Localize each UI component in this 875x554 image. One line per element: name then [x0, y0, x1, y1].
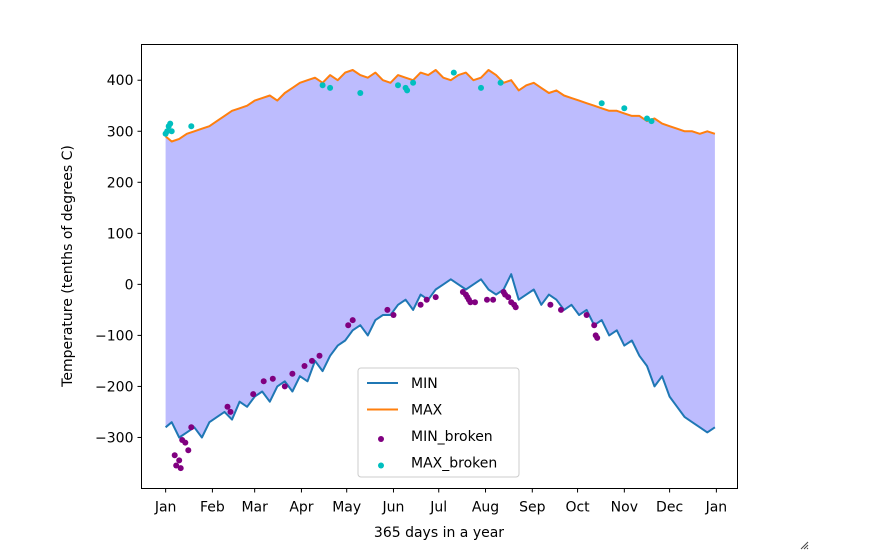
data-point — [390, 312, 397, 318]
y-tick-label: −200 — [95, 379, 133, 395]
x-tick-label: Jan — [705, 500, 728, 516]
x-tick-label: Mar — [241, 500, 268, 516]
x-tick-label: Apr — [289, 500, 313, 516]
data-point — [176, 457, 183, 464]
data-point — [384, 306, 391, 313]
data-point — [349, 317, 356, 324]
series-line-min — [164, 273, 716, 439]
data-point — [250, 391, 257, 398]
data-point — [177, 465, 184, 472]
data-point — [345, 322, 352, 329]
data-point — [583, 312, 590, 318]
legend-label: MAX — [411, 403, 443, 419]
data-point — [289, 370, 296, 377]
data-point — [594, 334, 601, 341]
x-tick-label: Aug — [472, 500, 499, 516]
data-point — [417, 301, 424, 308]
x-tick-label: Jun — [382, 500, 405, 516]
axes-frame — [141, 44, 738, 489]
x-tick-label: Nov — [611, 500, 638, 516]
data-point — [227, 408, 234, 415]
y-tick-label: 400 — [107, 73, 134, 89]
data-point — [316, 352, 323, 359]
legend-item: MIN_broken — [378, 429, 493, 445]
y-tick-label: 200 — [107, 175, 134, 191]
data-point — [171, 452, 178, 459]
legend-label: MAX_broken — [411, 456, 497, 472]
legend-box — [357, 367, 520, 478]
data-point — [490, 296, 497, 303]
data-point — [512, 304, 519, 311]
plot-area — [162, 69, 716, 472]
data-point — [404, 87, 411, 94]
series-line-max — [164, 69, 716, 143]
data-point — [547, 301, 554, 308]
data-point — [182, 439, 189, 446]
data-point — [167, 120, 174, 127]
data-point — [478, 84, 484, 91]
data-point — [423, 296, 430, 303]
data-point — [281, 383, 288, 390]
data-point — [188, 123, 195, 130]
data-point — [185, 447, 192, 454]
data-point — [598, 100, 605, 107]
x-tick-label: Jan — [154, 500, 177, 516]
x-tick-label: Oct — [565, 500, 590, 516]
data-point — [224, 403, 231, 410]
data-point — [497, 79, 504, 86]
x-tick-label: Jul — [429, 500, 447, 516]
data-point — [432, 294, 439, 301]
data-point — [309, 357, 315, 364]
y-axis-ticks: −300 −200 −100 0 100 200 300 400 — [95, 73, 142, 446]
data-point — [168, 128, 175, 135]
legend-swatch — [378, 436, 384, 442]
data-point — [467, 299, 474, 306]
y-tick-label: 100 — [107, 226, 134, 242]
legend-label: MIN_broken — [411, 429, 493, 445]
data-point — [173, 462, 180, 469]
scatter-series-max-broken — [162, 69, 655, 137]
data-point — [410, 79, 417, 86]
fill-between-area — [165, 70, 715, 438]
scatter-series-min-broken — [171, 289, 601, 472]
data-point — [260, 378, 267, 385]
data-point — [648, 118, 655, 125]
y-axis-label: Temperature (tenths of degrees C) — [60, 145, 76, 388]
y-tick-label: 300 — [107, 124, 134, 140]
data-point — [591, 322, 598, 329]
legend-item: MAX_broken — [378, 456, 497, 472]
window-resize-grip-icon[interactable] — [799, 535, 809, 550]
x-tick-label: Sep — [519, 500, 546, 516]
legend-item: MAX — [367, 403, 443, 419]
data-point — [558, 306, 564, 313]
x-tick-label: Feb — [200, 500, 225, 516]
data-point — [450, 69, 457, 76]
data-point — [621, 105, 628, 112]
x-axis-label: 365 days in a year — [374, 525, 504, 541]
x-tick-label: May — [332, 500, 361, 516]
legend-item: MIN — [367, 376, 438, 392]
data-point — [644, 115, 650, 122]
data-point — [269, 375, 276, 382]
x-axis-ticks: Jan Feb Mar Apr May Jun Jul Aug Sep Oct Nov Dec Jan — [154, 488, 728, 516]
legend-swatch — [378, 462, 384, 469]
y-tick-label: 0 — [125, 277, 134, 293]
y-tick-label: −100 — [95, 328, 133, 344]
data-point — [505, 294, 512, 301]
data-point — [484, 296, 490, 303]
data-point — [164, 128, 171, 135]
x-tick-label: Dec — [656, 500, 683, 516]
legend: MIN MAX MIN_broken MAX_broken — [357, 367, 520, 478]
data-point — [188, 424, 195, 431]
y-tick-label: −300 — [95, 430, 133, 446]
data-point — [319, 82, 326, 89]
data-point — [327, 84, 334, 91]
legend-label: MIN — [411, 376, 438, 392]
data-point — [472, 299, 478, 306]
data-point — [357, 90, 364, 96]
data-point — [395, 82, 401, 89]
data-point — [301, 363, 308, 369]
